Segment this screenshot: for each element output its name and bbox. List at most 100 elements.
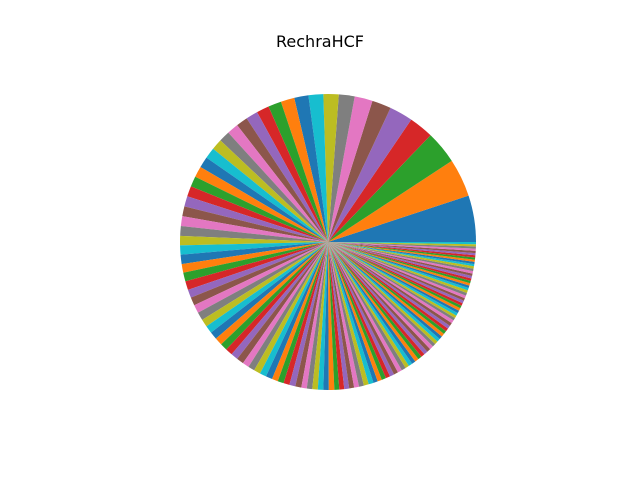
pie-slice: [259, 242, 328, 377]
pie-slice: [194, 242, 328, 313]
pie-slice: [328, 242, 350, 390]
pie-slice: [328, 242, 425, 357]
pie-slice: [317, 242, 328, 390]
pie-slice: [200, 157, 328, 242]
pie-slice: [328, 242, 466, 299]
pie-slice: [328, 242, 428, 355]
pie-slice: [294, 95, 328, 242]
pie-slice: [180, 242, 328, 265]
pie-slice: [328, 242, 476, 254]
pie-slice: [237, 118, 328, 242]
pie-slice: [328, 242, 409, 368]
pie-slice: [242, 242, 328, 367]
pie-slice: [328, 242, 461, 311]
pie-slice: [328, 242, 476, 245]
pie-slice: [328, 242, 438, 344]
pie-slice: [328, 242, 450, 329]
pie-slice: [328, 242, 416, 364]
pie-slice: [328, 242, 476, 256]
pie-slice: [328, 242, 463, 306]
pie-slice: [328, 242, 464, 304]
pie-slice: [328, 242, 335, 390]
pie-slice: [179, 235, 328, 246]
pie-slice: [328, 242, 457, 318]
pie-slice: [181, 242, 328, 273]
pie-slices: [179, 93, 476, 391]
pie-slice: [195, 166, 328, 242]
pie-slice: [328, 242, 419, 362]
pie-slice: [328, 242, 422, 360]
pie-slice: [289, 242, 328, 387]
pie-slice: [210, 242, 328, 339]
pie-slice: [328, 195, 476, 242]
pie-slice: [328, 94, 355, 242]
pie-slice: [328, 242, 465, 301]
pie-slice: [328, 242, 469, 291]
pie-slice: [328, 242, 413, 366]
pie-slice: [328, 242, 436, 347]
pie-slice: [328, 242, 476, 249]
pie-slice: [328, 242, 402, 373]
pie-slice: [328, 242, 382, 382]
pie-slice: [328, 242, 340, 390]
pie-slice: [328, 242, 467, 296]
pie-slice: [328, 242, 448, 332]
pie-slice: [184, 196, 328, 242]
pie-slice: [257, 106, 328, 242]
pie-slice: [328, 242, 369, 386]
pie-slice: [228, 125, 328, 242]
pie-slice: [237, 242, 328, 364]
pie-slice: [328, 107, 412, 242]
pie-slice: [328, 242, 471, 284]
pie-slice: [328, 242, 431, 352]
pie-slice: [185, 242, 328, 290]
pie-slice: [312, 242, 328, 390]
pie-slice: [202, 242, 328, 327]
pie-slice: [213, 140, 328, 242]
pie-slice: [328, 242, 398, 375]
pie-slice: [328, 242, 440, 342]
pie-slice: [328, 242, 386, 380]
pie-slice: [215, 242, 328, 345]
pie-slice: [246, 112, 328, 242]
pie-slice: [328, 242, 471, 286]
pie-slice: [328, 242, 391, 379]
pie-slice: [254, 242, 328, 374]
pie-slice: [180, 242, 328, 255]
pie-slice: [182, 206, 328, 242]
pie-slice: [220, 132, 328, 242]
pie-slice: [328, 242, 378, 383]
pie-slice: [328, 242, 364, 387]
pie-slice: [180, 216, 328, 242]
pie-slice: [328, 135, 452, 242]
pie-slice: [268, 101, 328, 242]
pie-slice: [328, 242, 473, 277]
pie-slice: [328, 242, 474, 272]
pie-slice: [308, 94, 328, 242]
pie-slice: [328, 242, 470, 289]
pie-slice: [328, 242, 456, 321]
pie-slice: [272, 242, 328, 382]
pie-slice: [206, 148, 328, 242]
pie-slice: [323, 93, 339, 243]
pie-slice: [328, 119, 431, 242]
pie-slice: [328, 242, 476, 258]
pie-slice: [328, 242, 374, 385]
pie-slice: [187, 242, 328, 298]
pie-slice: [231, 242, 328, 359]
pie-slice: [328, 242, 355, 389]
pie-slice: [248, 242, 328, 371]
pie-slice: [328, 242, 476, 251]
pie-slice: [323, 242, 329, 391]
pie-slice: [187, 186, 328, 242]
pie-slice: [328, 242, 475, 265]
pie-slice: [328, 242, 462, 309]
pie-slice: [328, 242, 406, 371]
pie-slice: [328, 242, 476, 247]
pie-slice: [328, 160, 469, 242]
pie-slice: [226, 242, 328, 355]
pie-slice: [328, 242, 460, 314]
pie-slice: [197, 242, 328, 320]
pie-slice: [328, 242, 360, 388]
